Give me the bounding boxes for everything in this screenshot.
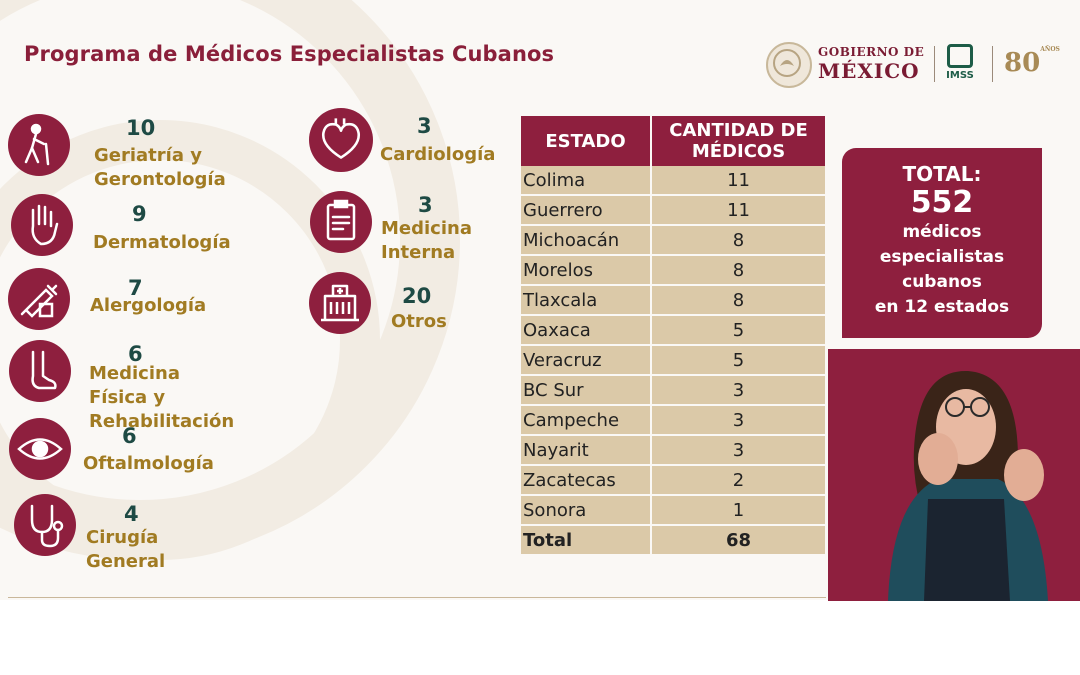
total-description: médicos especialistas cubanos en 12 esta…: [874, 222, 1010, 317]
estado-cell: Nayarit: [521, 436, 653, 466]
estado-cell: Colima: [521, 166, 653, 196]
specialty-count: 6: [128, 342, 143, 366]
estado-cell: Guerrero: [521, 196, 653, 226]
divider-line: [8, 597, 826, 598]
stethoscope-icon: [14, 494, 76, 556]
cantidad-cell: 1: [652, 496, 825, 526]
imss-emblem-icon: [947, 44, 973, 68]
logo-divider: [934, 46, 935, 82]
heart-icon: [309, 108, 373, 172]
specialty-count: 20: [402, 284, 432, 308]
table-row: Colima 11: [521, 166, 825, 196]
estado-cell: Zacatecas: [521, 466, 653, 496]
hospital-icon: [309, 272, 371, 334]
cantidad-cell: 2: [652, 466, 825, 496]
table-row: Morelos 8: [521, 256, 825, 286]
specialty-name: Alergología: [90, 295, 207, 316]
anniversary-number: 80: [1004, 48, 1041, 78]
specialty-count: 3: [417, 114, 432, 138]
logo-divider: [992, 46, 993, 82]
estado-cell: Oaxaca: [521, 316, 653, 346]
specialty-count: 7: [128, 276, 143, 300]
cantidad-cell: 5: [652, 346, 825, 376]
specialty-count: 6: [122, 424, 137, 448]
table-row: Tlaxcala 8: [521, 286, 825, 316]
specialty-name: Geriatría y Gerontología: [94, 145, 226, 190]
specialty-name: Oftalmología: [83, 453, 214, 474]
eagle-seal-icon: [766, 42, 812, 88]
table-total-row: Total 68: [521, 526, 825, 556]
specialty-name: Medicina Física y Rehabilitación: [89, 363, 235, 432]
presentation-slide: Programa de Médicos Especialistas Cubano…: [0, 0, 1066, 598]
estado-cell: Veracruz: [521, 346, 653, 376]
cantidad-cell: 3: [652, 376, 825, 406]
specialty-count: 3: [418, 193, 433, 217]
table-row: Zacatecas 2: [521, 466, 825, 496]
column-header-cantidad: CANTIDAD DE MÉDICOS: [652, 116, 825, 166]
estado-cell: Campeche: [521, 406, 653, 436]
table-row: Veracruz 5: [521, 346, 825, 376]
cantidad-cell: 11: [652, 196, 825, 226]
specialty-count: 9: [132, 202, 147, 226]
interpreter-person-icon: [888, 370, 1048, 601]
eye-icon: [9, 418, 71, 480]
cantidad-cell: 3: [652, 436, 825, 466]
table-row: Oaxaca 5: [521, 316, 825, 346]
table-row: Nayarit 3: [521, 436, 825, 466]
estado-cell: Sonora: [521, 496, 653, 526]
cantidad-cell: 5: [652, 316, 825, 346]
table-row: Guerrero 11: [521, 196, 825, 226]
elderly-person-icon: [8, 114, 70, 176]
table-header-row: ESTADO CANTIDAD DE MÉDICOS: [521, 116, 825, 166]
specialty-name: Otros: [391, 311, 447, 332]
total-label: TOTAL:: [902, 162, 982, 186]
total-value-cell: 68: [652, 526, 825, 556]
imss-text: IMSS: [946, 70, 974, 81]
specialty-name: Cardiología: [380, 144, 496, 165]
cantidad-cell: 11: [652, 166, 825, 196]
table-body: Colima 11 Guerrero 11 Michoacán 8 Morelos 8 Tlax…: [521, 166, 825, 556]
table-row: Sonora 1: [521, 496, 825, 526]
header-logos: GOBIERNO DE MÉXICO IMSS 80AÑOS: [766, 42, 1066, 88]
estado-cell: Morelos: [521, 256, 653, 286]
hand-icon: [11, 194, 73, 256]
specialty-name: Medicina Interna: [381, 218, 472, 263]
cantidad-cell: 3: [652, 406, 825, 436]
cantidad-cell: 8: [652, 286, 825, 316]
specialty-name: Dermatología: [93, 232, 231, 253]
anniversary-label: AÑOS: [1040, 46, 1060, 53]
table-row: Michoacán 8: [521, 226, 825, 256]
gobierno-line: GOBIERNO DE: [818, 45, 925, 59]
specialty-count: 4: [124, 502, 139, 526]
estado-cell: Tlaxcala: [521, 286, 653, 316]
gobierno-de-mexico-logo: GOBIERNO DE MÉXICO: [818, 46, 924, 81]
anniversary-80-logo: 80AÑOS: [1004, 44, 1060, 84]
total-box: TOTAL: 552 médicos especialistas cubanos…: [842, 148, 1042, 338]
foot-icon: [9, 340, 71, 402]
estado-cell: Michoacán: [521, 226, 653, 256]
mexico-line: MÉXICO: [818, 59, 920, 83]
column-header-estado: ESTADO: [521, 116, 653, 166]
table-row: Campeche 3: [521, 406, 825, 436]
syringe-icon: [8, 268, 70, 330]
table-row: BC Sur 3: [521, 376, 825, 406]
specialty-name: Cirugía General: [86, 527, 166, 572]
state-doctors-table: ESTADO CANTIDAD DE MÉDICOS Colima 11 Guerr…: [521, 116, 825, 556]
specialty-count: 10: [126, 116, 156, 140]
total-value: 552: [910, 185, 974, 220]
estado-cell: BC Sur: [521, 376, 653, 406]
total-label-cell: Total: [521, 526, 653, 556]
slide-title: Programa de Médicos Especialistas Cubano…: [24, 42, 555, 66]
cantidad-cell: 8: [652, 256, 825, 286]
imss-logo: IMSS: [944, 44, 976, 84]
clipboard-icon: [310, 191, 372, 253]
cantidad-cell: 8: [652, 226, 825, 256]
sign-language-interpreter-video: [828, 349, 1080, 601]
